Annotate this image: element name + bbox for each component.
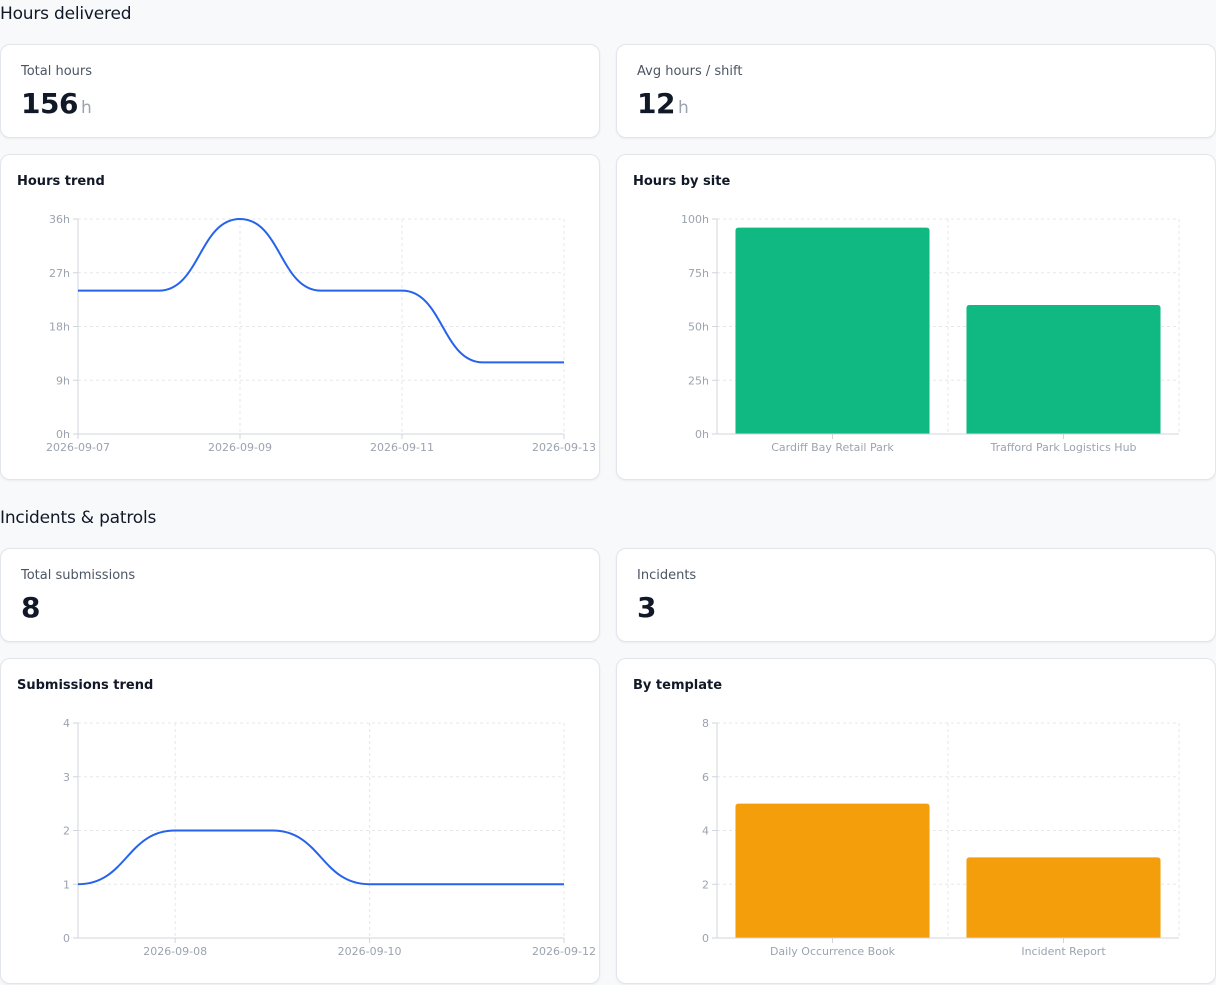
- section-title-incidents: Incidents & patrols: [0, 508, 157, 528]
- hours-trend-chart: 0h 9h 18h 27h 36h 2026-09-07 2026-09-09 2026-09…: [46, 213, 596, 454]
- incidents-label: Incidents: [637, 568, 697, 583]
- hours-trend-series-line: [78, 217, 564, 364]
- incidents-card: Incidents 3: [616, 548, 1216, 642]
- by-template-y-tick-label: 4: [702, 825, 709, 838]
- submissions-trend-series-line: [77, 829, 564, 886]
- by-template-x-tick-label: Daily Occurrence Book: [770, 945, 896, 958]
- submissions-trend-y-tick-label: 1: [63, 878, 70, 891]
- total-hours-value: 156: [21, 87, 78, 120]
- submissions-trend-x-tick-label: 2026-09-12: [532, 945, 596, 958]
- hours-trend-x-tick-label: 2026-09-11: [370, 441, 434, 454]
- by-template-title: By template: [633, 678, 723, 693]
- hours-trend-card: Hours trend 0h 9h 18h 27h 36h 2026-09-07 2026-…: [0, 154, 600, 480]
- by-template-bar: [966, 857, 1161, 938]
- submissions-trend-title: Submissions trend: [17, 678, 154, 693]
- submissions-trend-y-tick-label: 3: [63, 771, 70, 784]
- total-hours-label: Total hours: [21, 64, 93, 79]
- by-template-bar: [735, 803, 930, 938]
- hours-by-site-bar: [735, 227, 930, 434]
- hours-by-site-y-tick-label: 0h: [695, 428, 709, 441]
- submissions-trend-card: Submissions trend 0 1 2 3 4 2026-09-08 2026-09…: [0, 658, 600, 984]
- avg-hours-unit: h: [677, 98, 689, 118]
- total-submissions-label: Total submissions: [21, 568, 136, 583]
- hours-trend-y-tick-label: 0h: [56, 428, 70, 441]
- submissions-trend-chart: 0 1 2 3 4 2026-09-08 2026-09-10 2026-09-12: [63, 717, 596, 958]
- total-hours-card: Total hours 156 h: [0, 44, 600, 138]
- avg-hours-label: Avg hours / shift: [637, 64, 743, 79]
- hours-by-site-chart: 0h 25h 50h 75h 100h Cardiff Bay Retail Park Tr…: [681, 213, 1180, 454]
- hours-trend-y-tick-label: 36h: [49, 213, 70, 226]
- total-submissions-value: 8: [21, 591, 40, 624]
- hours-trend-y-tick-label: 18h: [49, 321, 70, 334]
- hours-trend-x-tick-label: 2026-09-07: [46, 441, 110, 454]
- by-template-y-tick-label: 2: [702, 878, 709, 891]
- hours-by-site-y-tick-label: 50h: [688, 321, 709, 334]
- section-title-hours: Hours delivered: [0, 4, 132, 24]
- submissions-trend-y-tick-label: 2: [63, 825, 70, 838]
- by-template-y-tick-label: 0: [702, 932, 709, 945]
- by-template-y-tick-label: 8: [702, 717, 709, 730]
- hours-by-site-y-tick-label: 100h: [681, 213, 709, 226]
- hours-trend-x-tick-label: 2026-09-13: [532, 441, 596, 454]
- by-template-chart: 0 2 4 6 8 Daily Occurrence Book Incident Repor…: [702, 717, 1180, 958]
- hours-trend-y-tick-label: 9h: [56, 374, 70, 387]
- hours-by-site-y-tick-label: 25h: [688, 374, 709, 387]
- hours-by-site-bar: [966, 305, 1161, 434]
- submissions-trend-x-tick-label: 2026-09-08: [143, 945, 207, 958]
- submissions-trend-x-tick-label: 2026-09-10: [338, 945, 402, 958]
- total-hours-unit: h: [80, 98, 92, 118]
- by-template-x-tick-label: Incident Report: [1021, 945, 1106, 958]
- total-submissions-card: Total submissions 8: [0, 548, 600, 642]
- hours-trend-y-tick-label: 27h: [49, 267, 70, 280]
- avg-hours-value: 12: [637, 87, 675, 120]
- hours-by-site-title: Hours by site: [633, 174, 731, 189]
- hours-by-site-x-tick-label: Trafford Park Logistics Hub: [989, 441, 1136, 454]
- incidents-value: 3: [637, 591, 656, 624]
- hours-trend-x-tick-label: 2026-09-09: [208, 441, 272, 454]
- avg-hours-card: Avg hours / shift 12 h: [616, 44, 1216, 138]
- by-template-y-tick-label: 6: [702, 771, 709, 784]
- hours-trend-title: Hours trend: [17, 174, 105, 189]
- hours-by-site-card: Hours by site 0h 25h 50h 75h 100h Cardiff Bay…: [616, 154, 1216, 480]
- submissions-trend-y-tick-label: 4: [63, 717, 70, 730]
- submissions-trend-y-tick-label: 0: [63, 932, 70, 945]
- hours-by-site-x-tick-label: Cardiff Bay Retail Park: [771, 441, 894, 454]
- hours-by-site-y-tick-label: 75h: [688, 267, 709, 280]
- by-template-card: By template 0 2 4 6 8 Daily Occurrence Book In…: [616, 658, 1216, 984]
